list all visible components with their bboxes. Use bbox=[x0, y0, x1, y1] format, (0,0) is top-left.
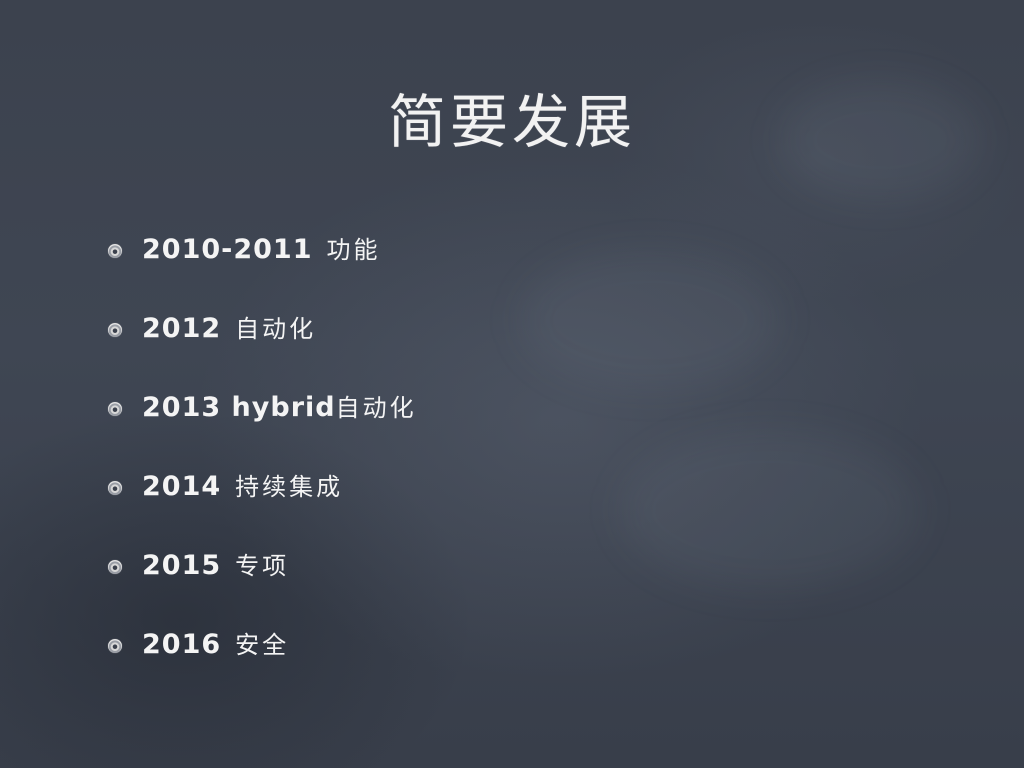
bullet-year: 2016 bbox=[142, 629, 222, 660]
bullet-text: 2015 专项 bbox=[142, 546, 289, 589]
bullet-label: 自动化 bbox=[235, 315, 317, 343]
bullet-icon bbox=[108, 402, 122, 416]
slide-title: 简要发展 bbox=[387, 88, 636, 156]
bullet-text: 2012 自动化 bbox=[142, 309, 316, 352]
bullet-label: 安全 bbox=[235, 631, 290, 659]
bullet-text: 2014 持续集成 bbox=[142, 467, 343, 510]
bullet-year: 2014 bbox=[142, 471, 222, 502]
chalk-smudge bbox=[620, 430, 920, 590]
bullet-year: 2012 bbox=[142, 313, 222, 344]
bullet-icon bbox=[108, 323, 122, 337]
bullet-label: 功能 bbox=[326, 236, 381, 264]
chalk-smudge bbox=[520, 250, 780, 390]
bullet-year: 2015 bbox=[142, 550, 222, 581]
bullet-label: 持续集成 bbox=[235, 473, 344, 501]
bullet-text: 2016 安全 bbox=[142, 625, 289, 668]
bullet-icon bbox=[108, 481, 122, 495]
bullet-year: 2013 hybrid bbox=[142, 392, 336, 423]
bullet-label: 自动化 bbox=[335, 394, 417, 422]
bullet-text: 2010-2011 功能 bbox=[142, 230, 381, 273]
chalk-smudge bbox=[780, 80, 980, 200]
bullet-label: 专项 bbox=[235, 552, 290, 580]
bullet-icon bbox=[108, 639, 122, 653]
bullet-text: 2013 hybrid自动化 bbox=[142, 388, 417, 431]
bullet-icon bbox=[108, 560, 122, 574]
bullet-icon bbox=[108, 244, 122, 258]
bullet-year: 2010-2011 bbox=[142, 234, 313, 265]
